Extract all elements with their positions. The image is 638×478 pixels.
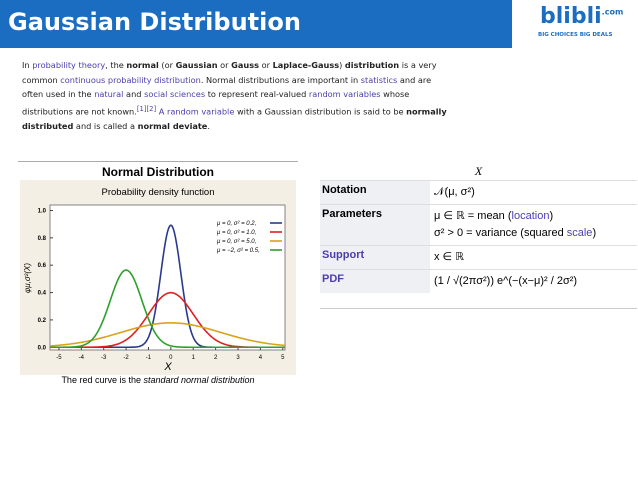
row-label: PDF xyxy=(320,270,430,293)
link: natural xyxy=(94,89,124,99)
y-tick-label: 0.2 xyxy=(38,318,47,324)
row-label: Notation xyxy=(320,181,430,204)
text-run: Laplace-Gauss xyxy=(272,60,340,70)
legend-label: μ = 0, σ² = 1.0, xyxy=(216,230,256,236)
text-run: , the xyxy=(105,60,127,70)
infobox-row: Parameters μ ∈ ℝ = mean (location) σ² > 0 … xyxy=(320,204,637,245)
x-tick-label: -3 xyxy=(101,355,107,361)
infobox-row: Support x ∈ ℝ xyxy=(320,245,637,269)
link: A random variable xyxy=(158,106,235,117)
x-tick-label: 2 xyxy=(214,355,218,361)
y-label: φμ,σ²(X) xyxy=(23,263,32,293)
caption: The red curve is the standard normal dis… xyxy=(20,375,296,385)
link: location xyxy=(511,210,550,222)
text-run: ) xyxy=(339,60,345,70)
row-label: Parameters xyxy=(320,205,430,245)
link: [1][2] xyxy=(136,104,157,113)
logo-suffix: .com xyxy=(601,7,624,17)
text-run: Gaussian xyxy=(175,60,218,70)
text-run: . Normal distributions are important in xyxy=(200,74,361,85)
infobox-row: PDF (1 / √(2πσ²)) e^(−(x−μ)² / 2σ²) xyxy=(320,269,637,293)
figure-title: Normal Distribution xyxy=(101,165,214,179)
text-run: distribution xyxy=(344,60,400,70)
x-tick-label: 0 xyxy=(169,355,173,361)
header-bar xyxy=(0,0,512,48)
link: random variables xyxy=(308,89,381,99)
link: social sciences xyxy=(144,89,206,99)
text-run: and are often used in the xyxy=(22,74,432,100)
value-line: x ∈ ℝ xyxy=(434,249,633,266)
link: scale xyxy=(566,227,593,239)
text-run: normally distributed xyxy=(22,106,447,131)
text-run: to represent real-valued xyxy=(205,89,309,99)
x-tick-label: 5 xyxy=(281,355,285,361)
text-run: σ² > 0 = variance (squared xyxy=(434,227,567,239)
row-value: (1 / √(2πσ²)) e^(−(x−μ)² / 2σ²) xyxy=(430,270,637,293)
text-run: In xyxy=(22,60,33,70)
legend-label: μ = −2, σ² = 0.5, xyxy=(216,248,260,254)
y-tick-label: 0.8 xyxy=(38,236,47,242)
x-tick-label: -2 xyxy=(123,355,129,361)
text-run: or xyxy=(217,60,232,70)
text-run: x ∈ ℝ xyxy=(434,251,464,263)
value-line: μ ∈ ℝ = mean (location) xyxy=(434,208,633,225)
text-run: The red curve is the xyxy=(61,375,144,385)
curve xyxy=(49,322,286,347)
row-value: μ ∈ ℝ = mean (location) σ² > 0 = variance… xyxy=(430,205,637,245)
link: statistics xyxy=(360,74,398,85)
text-run: and is called a xyxy=(73,120,138,131)
text-run: standard normal distribution xyxy=(143,375,255,385)
x-label: X xyxy=(163,361,172,373)
row-value: 𝒩(μ, σ²) xyxy=(430,181,637,204)
text-run: and xyxy=(123,89,145,99)
x-tick-label: -4 xyxy=(79,355,85,361)
text-run: whose distributions are not known. xyxy=(22,89,410,117)
infobox-header: X xyxy=(474,164,483,178)
x-tick-label: -5 xyxy=(56,355,62,361)
text-run: (or xyxy=(158,60,176,70)
title: Gaussian Distribution xyxy=(8,8,301,36)
text-run: ) xyxy=(592,227,597,239)
text-run: Gauss xyxy=(231,60,259,70)
y-tick-label: 0.4 xyxy=(38,291,47,297)
text-run: (1 / √(2πσ²)) e^(−(x−μ)² / 2σ²) xyxy=(434,275,578,287)
text-run: μ ∈ ℝ = mean ( xyxy=(434,210,512,222)
legend-label: μ = 0, σ² = 0.2, xyxy=(216,221,256,227)
rule xyxy=(18,161,298,162)
text-run: or xyxy=(258,60,273,70)
x-tick-label: 4 xyxy=(259,355,263,361)
logo-tagline: BIG CHOICES BIG DEALS xyxy=(538,32,613,38)
text-run: is a very common xyxy=(22,60,437,85)
x-tick-label: 3 xyxy=(236,355,240,361)
text-run: normal deviate xyxy=(137,120,208,131)
text-run: normal xyxy=(126,60,159,70)
curve xyxy=(50,269,285,349)
text-run: with a Gaussian distribution is said to … xyxy=(234,106,407,117)
chart-title: Probability density function xyxy=(101,187,214,198)
value-line: σ² > 0 = variance (squared scale) xyxy=(434,225,633,242)
y-tick-label: 0.6 xyxy=(38,263,47,269)
text-run: . xyxy=(207,120,210,131)
chart: Probability density function X φμ,σ²(X) … xyxy=(20,180,296,375)
text-run: 𝒩(μ, σ²) xyxy=(434,186,475,198)
paragraph: In probability theory, the normal (or Ga… xyxy=(22,58,454,133)
row-label: Support xyxy=(320,246,430,269)
infobox: X Notation 𝒩(μ, σ²) Parameters μ ∈ ℝ = mean… xyxy=(320,164,637,309)
logo-text: blibli xyxy=(540,4,602,29)
y-tick-label: 1.0 xyxy=(38,208,47,214)
y-tick-label: 0.0 xyxy=(38,345,47,351)
row-value: x ∈ ℝ xyxy=(430,246,637,269)
value-line: 𝒩(μ, σ²) xyxy=(434,184,633,201)
value-line: (1 / √(2πσ²)) e^(−(x−μ)² / 2σ²) xyxy=(434,273,633,290)
infobox-row: Notation 𝒩(μ, σ²) xyxy=(320,180,637,204)
legend-label: μ = 0, σ² = 5.0, xyxy=(216,239,256,245)
x-tick-label: -1 xyxy=(146,355,152,361)
logo: blibli.com xyxy=(540,4,623,29)
x-tick-label: 1 xyxy=(192,355,196,361)
link: probability theory xyxy=(32,60,106,70)
link: continuous probability distribution xyxy=(60,74,201,85)
text-run: ) xyxy=(549,210,554,222)
